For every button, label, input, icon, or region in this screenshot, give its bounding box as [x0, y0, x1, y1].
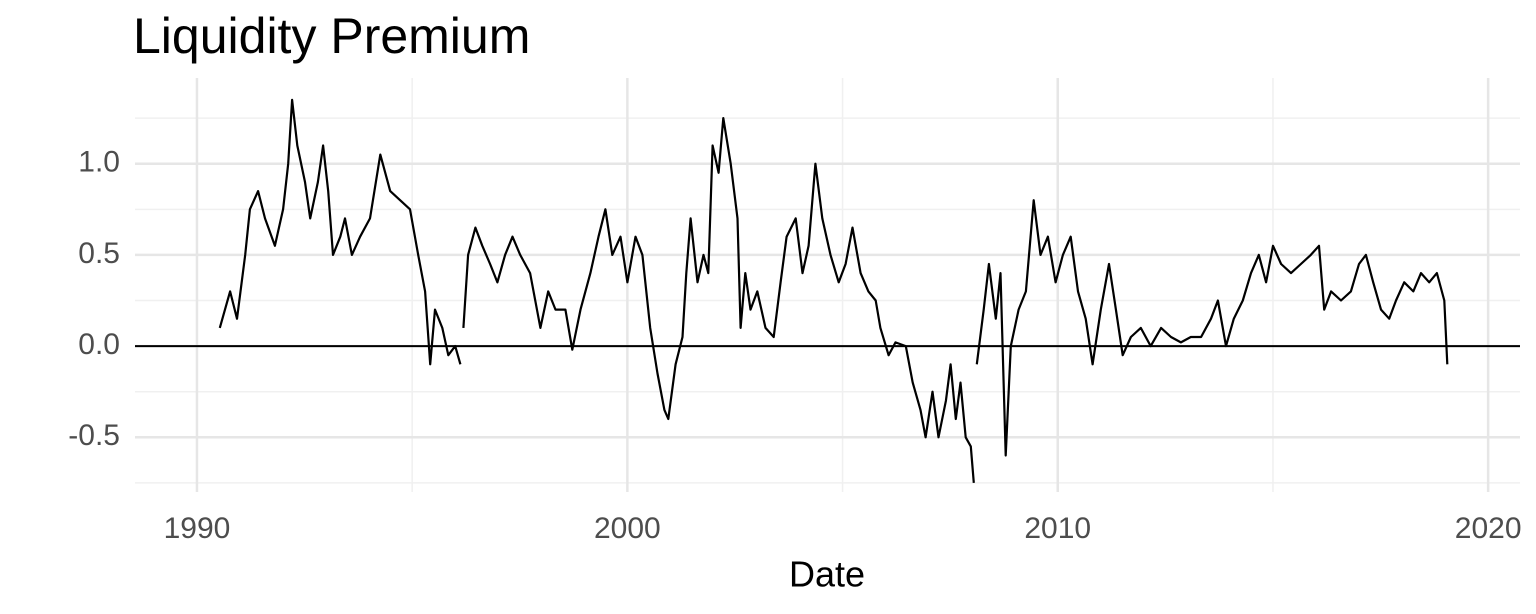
y-tick-label: 1.0: [78, 146, 120, 179]
x-axis-label: Date: [789, 554, 865, 595]
x-tick-label: 1990: [164, 512, 231, 545]
x-tick-label: 2010: [1024, 512, 1091, 545]
y-tick-label: -0.5: [68, 419, 120, 452]
data-line: [218, 98, 1449, 483]
chart-title: Liquidity Premium: [133, 8, 530, 64]
x-tick-label: 2020: [1455, 512, 1522, 545]
x-tick-label: 2000: [594, 512, 661, 545]
y-tick-label: 0.0: [78, 328, 120, 361]
y-tick-label: 0.5: [78, 237, 120, 270]
